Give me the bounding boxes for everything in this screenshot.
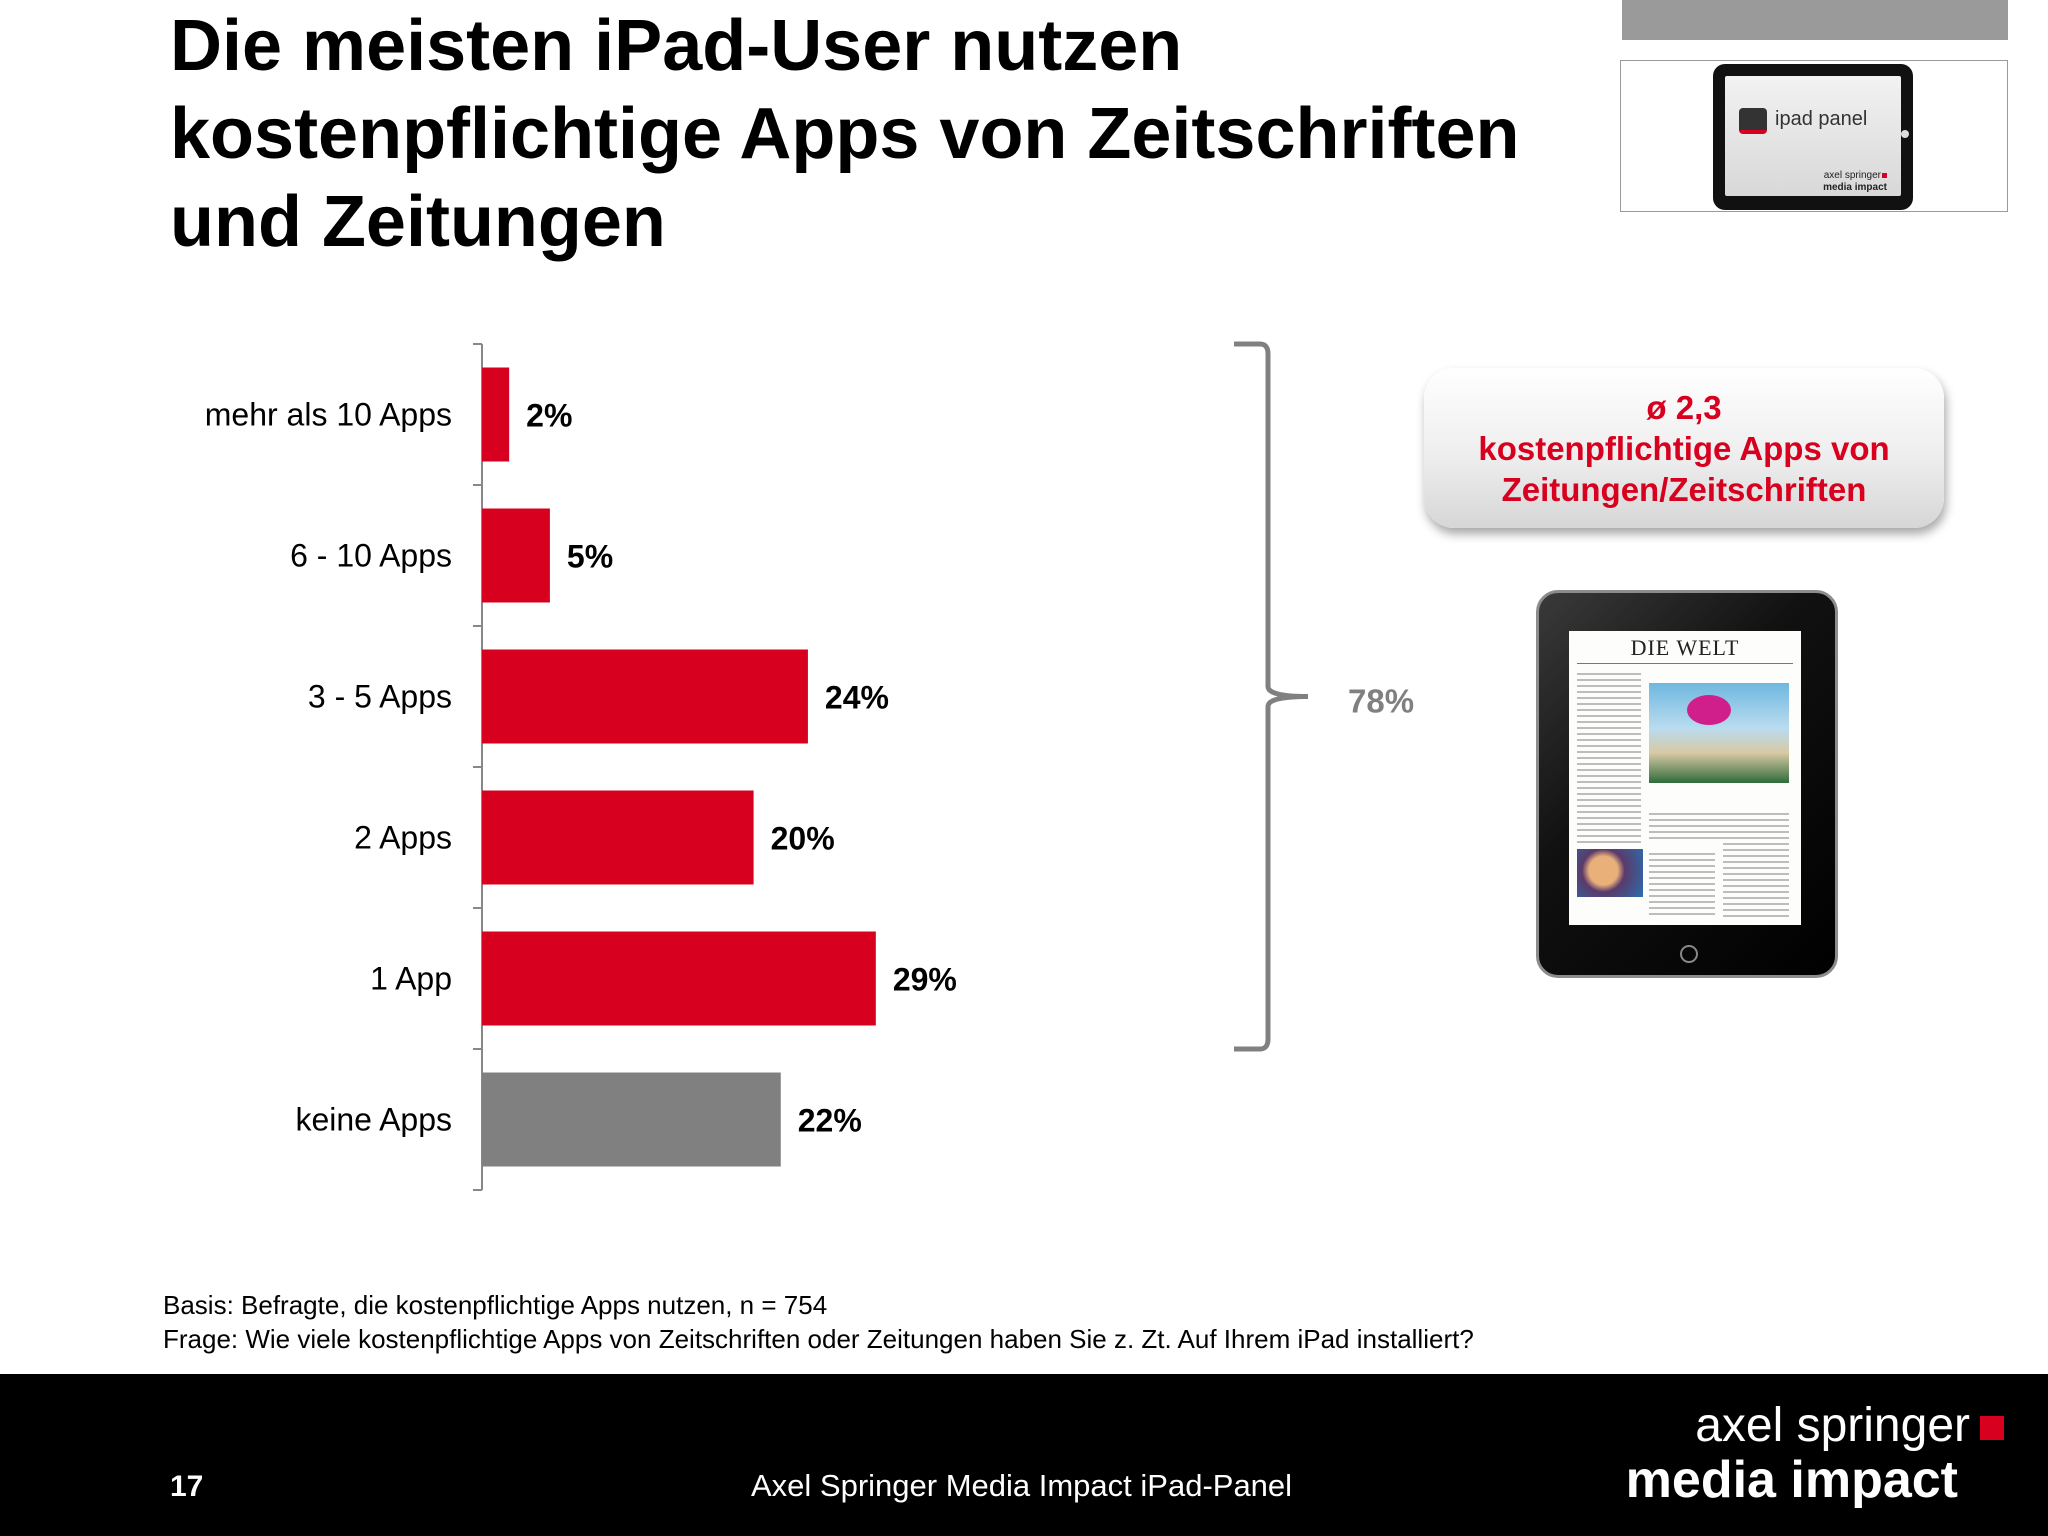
title-line-3: und Zeitungen	[170, 182, 666, 262]
title-line-2: kostenpflichtige Apps von Zeitschriften	[170, 94, 1520, 174]
newspaper-masthead: DIE WELT	[1630, 635, 1740, 660]
newspaper-column	[1577, 673, 1641, 843]
newspaper-column	[1723, 843, 1789, 919]
category-label: 3 - 5 Apps	[308, 679, 452, 715]
callout-line-1: ø 2,3	[1646, 388, 1722, 426]
speech-bubble-icon	[1739, 108, 1767, 134]
ipad-logo-screen: ipad panel axel springer media impact	[1725, 76, 1901, 196]
footer-text: Axel Springer Media Impact iPad-Panel	[751, 1468, 1293, 1503]
data-label: 22%	[798, 1103, 862, 1139]
tablet-home-button-icon	[1680, 945, 1698, 963]
bracket	[1234, 341, 1309, 1052]
bar	[482, 790, 754, 885]
ipad-logo-frame: ipad panel axel springer media impact	[1713, 64, 1913, 210]
footer-brand-line1: axel springer	[1695, 1399, 1970, 1452]
category-label: 1 App	[370, 961, 452, 997]
data-label: 2%	[526, 398, 572, 434]
logo-brand-line2: media impact	[1823, 182, 1887, 193]
category-label: keine Apps	[295, 1102, 452, 1138]
bar	[482, 931, 876, 1026]
logo-brand-line1-text: axel springer	[1823, 170, 1881, 181]
newspaper-column	[1649, 853, 1715, 919]
bar	[482, 508, 550, 603]
bracket-label: 78%	[1348, 683, 1414, 720]
category-label: 6 - 10 Apps	[290, 538, 452, 574]
footer-bar: 17 Axel Springer Media Impact iPad-Panel…	[0, 1374, 2048, 1536]
ipad-panel-logo: ipad panel axel springer media impact	[1620, 60, 2008, 212]
note-question: Frage: Wie viele kostenpflichtige Apps v…	[163, 1324, 1474, 1354]
logo-panel-name: ipad panel	[1775, 108, 1868, 130]
callout-line-2: kostenpflichtige Apps von	[1478, 429, 1890, 467]
brand-square-icon	[1882, 173, 1887, 178]
newspaper-photo-hat	[1687, 695, 1731, 725]
data-label: 24%	[825, 680, 889, 716]
data-label: 5%	[567, 539, 613, 575]
bar-chart: mehr als 10 Apps 2% 6 - 10 Apps 5% 3 - 5 App…	[205, 341, 1414, 1191]
footer-brand-line2: media impact	[1625, 1451, 1958, 1509]
data-label: 29%	[893, 962, 957, 998]
category-label: mehr als 10 Apps	[205, 397, 452, 433]
category-label: 2 Apps	[354, 820, 452, 856]
newspaper-thumbnail	[1577, 849, 1643, 897]
callout-line-3: Zeitungen/Zeitschriften	[1501, 470, 1867, 508]
average-callout: ø 2,3 kostenpflichtige Apps von Zeitunge…	[1424, 368, 1944, 528]
page-number: 17	[170, 1470, 204, 1503]
tablet-image: DIE WELT	[1536, 590, 1838, 978]
note-basis: Basis: Befragte, die kostenpflichtige Ap…	[163, 1290, 828, 1320]
brand-square-icon	[1980, 1416, 2004, 1440]
logo-brand-line1: axel springer	[1824, 170, 1887, 181]
newspaper-lead-text	[1649, 813, 1789, 839]
title-line-1: Die meisten iPad-User nutzen	[170, 6, 1183, 86]
data-label: 20%	[771, 821, 835, 857]
slide-title: Die meisten iPad-User nutzen kostenpflic…	[170, 2, 1570, 266]
bar	[482, 649, 808, 744]
tablet-screen: DIE WELT	[1569, 631, 1801, 925]
newspaper-rule	[1577, 663, 1793, 664]
ipad-home-button-icon	[1901, 130, 1909, 138]
bar	[482, 367, 510, 462]
logo-top-bar	[1622, 0, 2008, 40]
bar	[482, 1072, 781, 1167]
